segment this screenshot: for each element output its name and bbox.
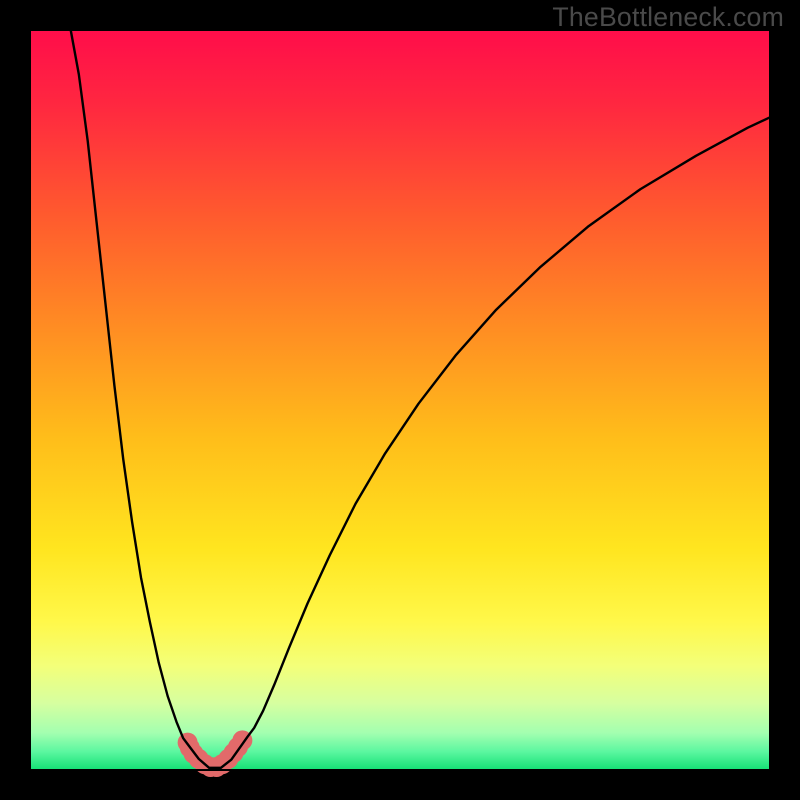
chart-svg	[0, 0, 800, 800]
watermark-text: TheBottleneck.com	[552, 2, 784, 33]
chart-root: TheBottleneck.com	[0, 0, 800, 800]
